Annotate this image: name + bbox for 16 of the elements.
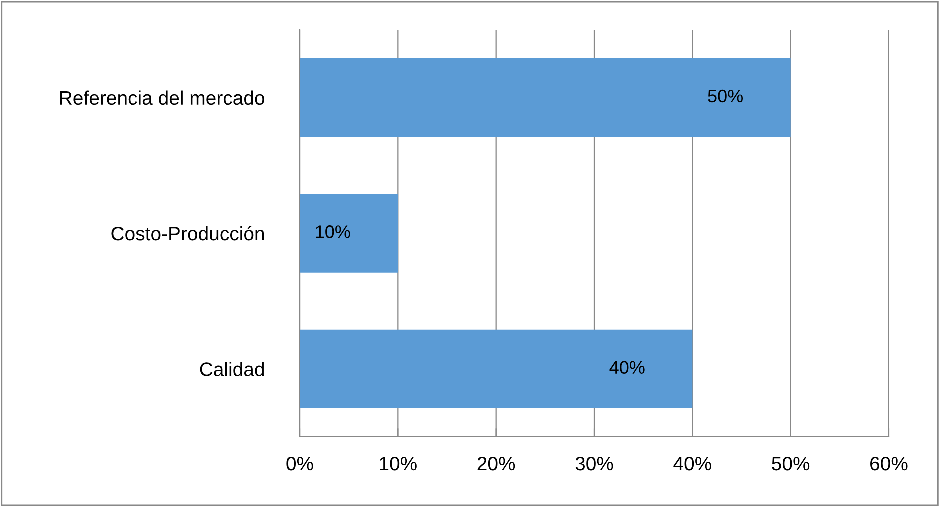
data-label: 10% bbox=[316, 226, 350, 238]
x-tick-label: 60% bbox=[870, 456, 908, 471]
bar bbox=[300, 194, 398, 273]
y-tick-label: Costo-Producción bbox=[112, 226, 264, 241]
data-label: 40% bbox=[610, 361, 645, 374]
x-tick-label: 50% bbox=[772, 456, 810, 471]
data-label: 50% bbox=[708, 90, 743, 103]
bar bbox=[300, 330, 693, 409]
x-tick-label: 10% bbox=[380, 456, 417, 471]
y-tick-label: Referencia del mercado bbox=[60, 90, 264, 106]
bar bbox=[300, 58, 791, 138]
x-tick-label: 30% bbox=[576, 456, 614, 471]
y-tick-label: Calidad bbox=[200, 362, 264, 376]
x-tick-label: 0% bbox=[286, 456, 314, 471]
x-tick-label: 40% bbox=[674, 456, 712, 471]
x-tick-label: 20% bbox=[478, 456, 516, 471]
